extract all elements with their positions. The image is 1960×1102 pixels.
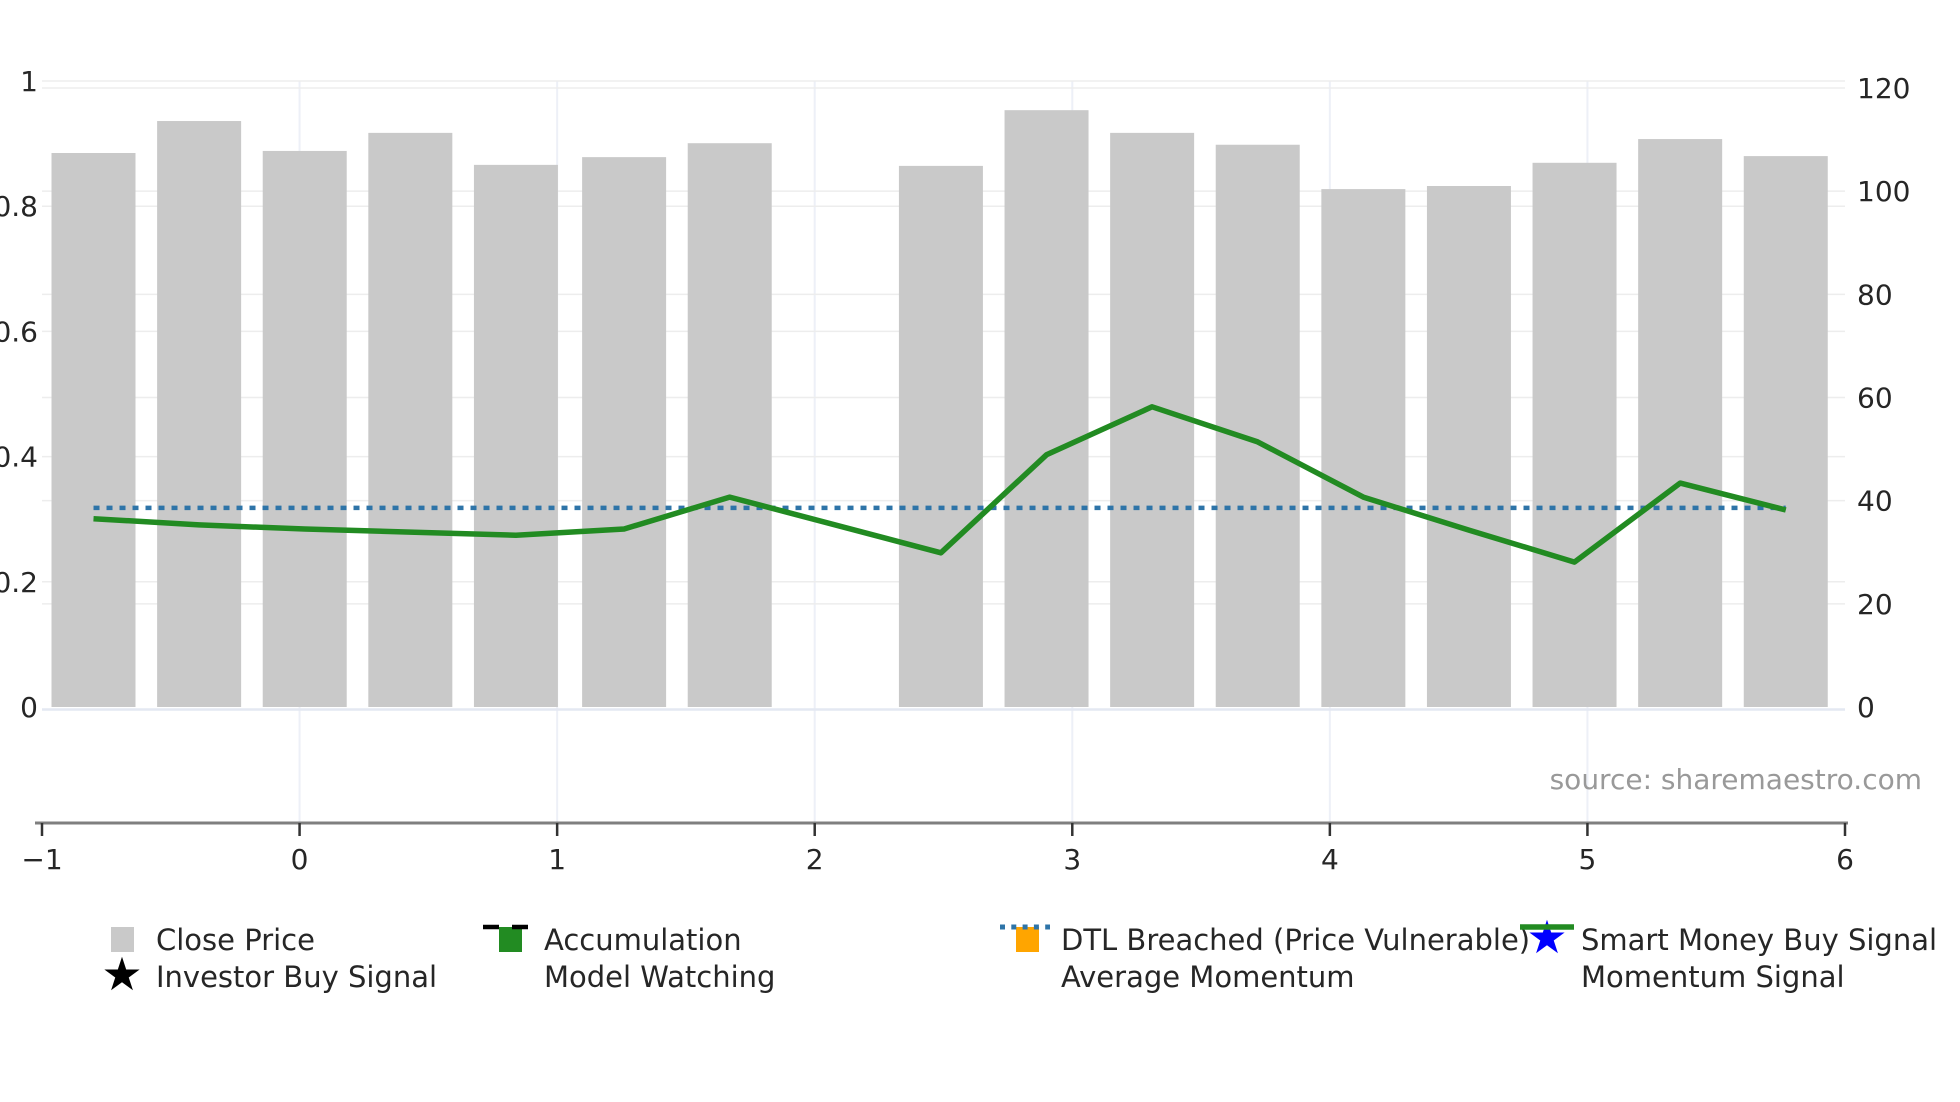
x-tick-label: −1 bbox=[21, 843, 62, 876]
close-price-bar bbox=[157, 121, 242, 708]
y-left-tick-label: 0.2 bbox=[0, 566, 38, 599]
y-right-tick-label: 60 bbox=[1857, 382, 1893, 415]
x-tick-label: 3 bbox=[1063, 843, 1081, 876]
momentum-signal-line bbox=[93, 404, 1787, 565]
x-tick-label: 0 bbox=[291, 843, 309, 876]
close-price-bar bbox=[368, 132, 453, 707]
x-tick-label: 2 bbox=[806, 843, 824, 876]
y-right-tick-label: 100 bbox=[1857, 175, 1910, 208]
x-tick-label: 1 bbox=[548, 843, 566, 876]
y-right-tick-label: 0 bbox=[1857, 691, 1875, 724]
y-left-tick-label: 0.6 bbox=[0, 315, 38, 348]
source-attribution: source: sharemaestro.com bbox=[1549, 763, 1922, 796]
y-left-tick-label: 1 bbox=[20, 65, 38, 98]
close-price-bar bbox=[582, 157, 667, 707]
close-price-bar bbox=[1638, 139, 1723, 707]
close-price-bar bbox=[1321, 189, 1406, 707]
y-left-tick-label: 0 bbox=[20, 691, 38, 724]
close-price-bar bbox=[898, 165, 983, 707]
y-right-tick-label: 40 bbox=[1857, 485, 1893, 518]
x-tick-label: 6 bbox=[1836, 843, 1854, 876]
y-right-tick-label: 20 bbox=[1857, 588, 1893, 621]
close-price-bar bbox=[473, 164, 558, 708]
close-price-bar bbox=[262, 150, 347, 708]
close-price-bar bbox=[687, 143, 772, 708]
close-price-bar bbox=[1743, 156, 1828, 708]
y-right-tick-label: 120 bbox=[1857, 72, 1910, 105]
x-tick-label: 4 bbox=[1321, 843, 1339, 876]
y-right-tick-label: 80 bbox=[1857, 278, 1893, 311]
close-price-bar bbox=[1215, 144, 1300, 707]
x-tick-label: 5 bbox=[1579, 843, 1597, 876]
close-price-bar bbox=[1426, 186, 1511, 708]
y-left-tick-label: 0.4 bbox=[0, 441, 38, 474]
close-price-bar bbox=[51, 152, 136, 707]
close-price-bar bbox=[1532, 162, 1617, 707]
y-left-tick-label: 0.8 bbox=[0, 190, 38, 223]
close-price-bar bbox=[1004, 110, 1089, 707]
